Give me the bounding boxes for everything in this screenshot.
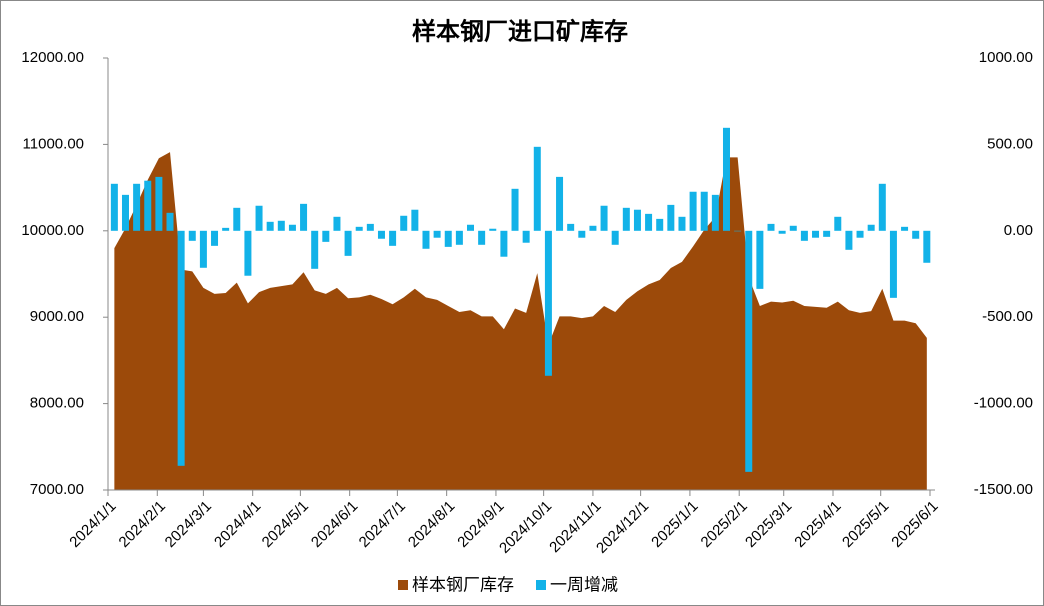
- bar: [344, 230, 352, 256]
- bar: [544, 230, 552, 376]
- bar: [500, 230, 508, 257]
- y-tick-label: 11000.00: [23, 135, 84, 152]
- bar: [144, 180, 152, 231]
- bar: [789, 225, 797, 231]
- bar: [845, 230, 853, 250]
- y2-tick-label: 500.00: [987, 135, 1033, 152]
- y-tick-label: 12000.00: [21, 49, 84, 66]
- bar: [478, 230, 486, 245]
- bar: [377, 230, 385, 239]
- bar: [511, 188, 519, 231]
- bar: [734, 230, 742, 232]
- y2-tick-label: 1000.00: [979, 49, 1033, 66]
- bar: [400, 215, 408, 231]
- bar: [467, 224, 475, 231]
- bar: [199, 230, 207, 268]
- bar: [700, 191, 708, 231]
- bar: [656, 218, 664, 231]
- bar: [767, 223, 775, 231]
- bar: [878, 183, 886, 231]
- bar: [533, 146, 541, 231]
- bar: [912, 230, 920, 239]
- bar: [745, 230, 753, 472]
- bar: [834, 216, 842, 231]
- bar: [444, 230, 452, 247]
- bar: [389, 230, 397, 246]
- legend-swatch: [398, 580, 408, 590]
- bar: [823, 230, 831, 237]
- bar: [255, 205, 263, 231]
- bar: [188, 230, 196, 241]
- bar: [856, 230, 864, 238]
- bar: [667, 204, 675, 231]
- legend-label: 样本钢厂库存: [412, 575, 514, 594]
- bar: [800, 230, 808, 241]
- legend-swatch: [536, 580, 546, 590]
- bar: [288, 224, 296, 231]
- bar: [678, 216, 686, 231]
- y2-tick-label: 0.00: [1004, 222, 1033, 239]
- bar: [433, 230, 441, 238]
- bar: [778, 230, 786, 234]
- bar: [300, 203, 308, 231]
- bar: [333, 216, 341, 231]
- bar: [455, 230, 463, 245]
- y-tick-label: 9000.00: [30, 308, 84, 325]
- y2-tick-label: -500.00: [982, 308, 1033, 325]
- bar: [277, 220, 285, 231]
- bar: [411, 209, 419, 231]
- bar: [110, 183, 118, 231]
- bar: [311, 230, 319, 269]
- bar: [489, 228, 497, 231]
- bar: [589, 225, 597, 231]
- bar: [756, 230, 764, 289]
- bar: [166, 212, 174, 231]
- y-tick-label: 10000.00: [21, 222, 84, 239]
- bar: [422, 230, 430, 249]
- bar: [233, 207, 241, 231]
- y2-tick-label: -1000.00: [974, 395, 1033, 412]
- bar: [812, 230, 820, 238]
- legend-label: 一周增减: [550, 575, 618, 594]
- bar: [133, 183, 141, 231]
- bar: [177, 230, 185, 466]
- bar: [923, 230, 931, 263]
- y2-tick-label: -1500.00: [974, 481, 1033, 498]
- chart-title: 样本钢厂进口矿库存: [412, 17, 628, 46]
- bar: [711, 194, 719, 231]
- bar: [633, 209, 641, 231]
- bar: [645, 213, 653, 231]
- y-tick-label: 8000.00: [30, 395, 84, 412]
- bar: [266, 221, 274, 231]
- bar: [121, 194, 129, 231]
- bar: [522, 230, 530, 243]
- bar: [689, 191, 697, 231]
- bar: [722, 127, 730, 231]
- bar: [366, 223, 374, 231]
- bar: [355, 226, 363, 231]
- bar: [600, 205, 608, 231]
- bar: [889, 230, 897, 298]
- bar: [901, 226, 909, 231]
- bar: [322, 230, 330, 242]
- y-tick-label: 7000.00: [30, 481, 84, 498]
- bar: [578, 230, 586, 238]
- bar: [622, 207, 630, 231]
- bar: [567, 223, 575, 231]
- bar: [867, 224, 875, 231]
- bar: [155, 176, 163, 231]
- bar: [211, 230, 219, 246]
- bar: [244, 230, 252, 276]
- bar: [611, 230, 619, 245]
- bar: [556, 176, 564, 231]
- area: [114, 152, 927, 490]
- bar: [222, 227, 230, 231]
